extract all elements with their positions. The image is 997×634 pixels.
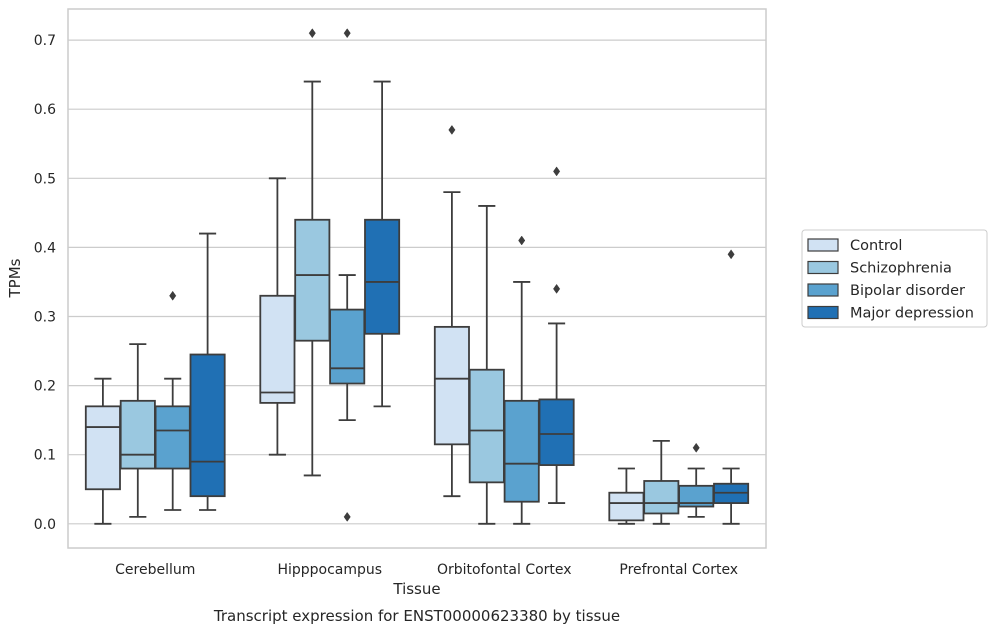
- box-major-depression: [364, 80, 401, 408]
- legend-label: Bipolar disorder: [850, 283, 965, 299]
- outlier-marker: [308, 28, 316, 39]
- box-schizophrenia: [468, 205, 505, 525]
- box-bipolar-disorder: [154, 290, 191, 511]
- y-axis-label: TPMs: [6, 258, 24, 298]
- box-control: [433, 124, 470, 498]
- y-tick-label: 0.5: [34, 171, 56, 187]
- x-axis-label: Tissue: [392, 580, 440, 598]
- y-tick-label: 0.6: [34, 102, 56, 118]
- box-iqr: [503, 399, 540, 503]
- boxes: [84, 28, 750, 525]
- box-iqr: [329, 308, 366, 385]
- box-control: [608, 467, 645, 525]
- plot-area-frame: [67, 8, 767, 549]
- y-tick-labels: 0.0 0.1 0.2 0.3 0.4 0.5 0.6 0.7: [34, 33, 56, 533]
- box-iqr: [468, 368, 505, 484]
- legend-label: Control: [850, 238, 902, 254]
- box-iqr: [538, 398, 575, 466]
- outlier-marker: [448, 124, 456, 135]
- x-tick-label: Cerebellum: [115, 562, 195, 578]
- box-major-depression: [189, 232, 226, 511]
- legend: Control Schizophrenia Bipolar disorder Majo…: [801, 229, 988, 328]
- legend-label: Schizophrenia: [850, 261, 952, 277]
- outlier-marker: [553, 283, 561, 294]
- legend-swatch: [807, 238, 839, 252]
- outlier-marker: [343, 28, 351, 39]
- box-major-depression: [713, 249, 750, 525]
- y-tick-label: 0.2: [34, 379, 56, 395]
- y-tick-label: 0.1: [34, 448, 56, 464]
- y-tick-label: 0.3: [34, 310, 56, 326]
- outlier-marker: [343, 511, 351, 522]
- box-schizophrenia: [119, 343, 156, 518]
- box-control: [84, 377, 121, 525]
- box-bipolar-disorder: [329, 28, 366, 522]
- legend-swatch: [807, 305, 839, 320]
- chart-caption: Transcript expression for ENST0000062338…: [213, 607, 620, 625]
- box-iqr: [294, 218, 331, 342]
- x-tick-label: Hipppocampus: [277, 562, 382, 578]
- box-schizophrenia: [294, 28, 331, 477]
- box-iqr: [259, 294, 296, 404]
- box-major-depression: [538, 166, 575, 504]
- outlier-marker: [169, 290, 177, 301]
- outlier-marker: [553, 166, 561, 177]
- box-bipolar-disorder: [503, 235, 540, 525]
- box-iqr: [433, 325, 470, 446]
- outlier-marker: [727, 249, 735, 260]
- box-iqr: [608, 491, 645, 522]
- y-tick-label: 0.4: [34, 240, 56, 256]
- box-schizophrenia: [643, 439, 680, 525]
- box-bipolar-disorder: [678, 442, 715, 518]
- legend-frame: [801, 229, 988, 328]
- box-iqr: [119, 399, 156, 470]
- legend-swatch: [807, 283, 839, 297]
- outlier-marker: [518, 235, 526, 246]
- box-iqr: [364, 218, 401, 335]
- x-tick-labels: Cerebellum Hipppocampus Orbitofontal Corte…: [115, 562, 738, 578]
- x-tick-label: Prefrontal Cortex: [619, 562, 738, 578]
- outlier-marker: [692, 442, 700, 453]
- box-iqr: [189, 353, 226, 498]
- box-iqr: [643, 480, 680, 515]
- legend-swatch: [807, 260, 839, 275]
- y-tick-label: 0.0: [34, 517, 56, 533]
- y-tick-label: 0.7: [34, 33, 56, 49]
- box-iqr: [154, 405, 191, 470]
- box-iqr: [84, 405, 121, 491]
- legend-label: Major depression: [850, 306, 974, 322]
- box-control: [259, 177, 296, 456]
- x-tick-label: Orbitofontal Cortex: [437, 562, 572, 578]
